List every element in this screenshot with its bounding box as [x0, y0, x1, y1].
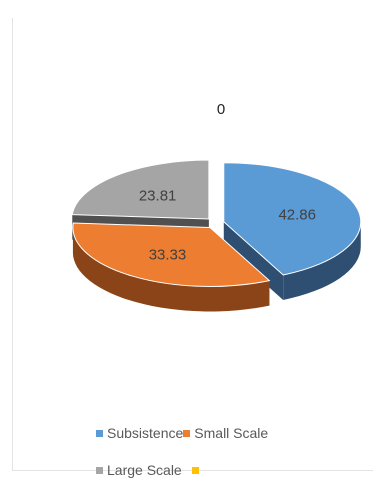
- legend-label-small-scale: Small Scale: [194, 425, 269, 441]
- pie-side-small-scale: [72, 227, 270, 312]
- pie-top-layer: [71, 159, 362, 287]
- data-label-small-scale: 33.33: [149, 246, 187, 263]
- data-label-subsistence: 42.86: [278, 207, 316, 224]
- data-label-large-scale: 23.81: [139, 187, 177, 204]
- legend-swatch-large-scale: [96, 466, 103, 474]
- legend-row: Subsistence Small Scale: [96, 423, 356, 443]
- legend-item-unlabeled: [191, 466, 203, 474]
- legend-item-small-scale: Small Scale: [183, 425, 268, 441]
- legend-row: Large Scale: [96, 460, 356, 480]
- legend: Subsistence Small Scale Large Scale: [96, 423, 356, 497]
- pie-slice-subsistence: [223, 162, 362, 276]
- legend-swatch-unlabeled: [191, 466, 199, 474]
- chart-area: 42.86 33.33 23.81 0 Subsistence Small Scale…: [12, 18, 373, 478]
- legend-label-subsistence: Subsistence: [107, 425, 184, 441]
- legend-item-large-scale: Large Scale: [96, 462, 182, 478]
- legend-item-subsistence: Subsistence: [96, 425, 183, 441]
- pie-chart: 42.86 33.33 23.81 0: [71, 101, 362, 312]
- legend-label-large-scale: Large Scale: [107, 462, 182, 478]
- pie-label-layer: 42.86 33.33 23.81 0: [139, 101, 316, 263]
- pie-slice-small-scale: [72, 222, 271, 287]
- legend-swatch-small-scale: [183, 429, 191, 437]
- legend-swatch-subsistence: [96, 429, 103, 437]
- pie-slice-large-scale: [71, 159, 210, 220]
- pie-side-subsistence: [283, 221, 361, 300]
- data-label-unlabeled: 0: [217, 101, 225, 118]
